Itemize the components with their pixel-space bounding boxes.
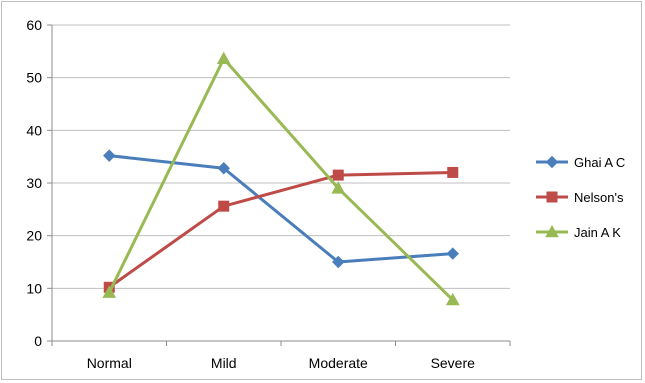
data-point-marker [447, 166, 459, 178]
y-tick-label: 50 [26, 70, 42, 86]
x-tick-label: Severe [431, 355, 476, 371]
data-point-marker [217, 162, 230, 175]
data-point-marker [332, 255, 345, 269]
data-point-marker [446, 247, 459, 260]
data-point-marker [331, 181, 346, 194]
y-tick-label: 30 [26, 175, 42, 191]
data-point-marker [445, 292, 460, 306]
legend-label: Ghai A C [574, 155, 625, 170]
y-tick-label: 20 [26, 228, 42, 244]
data-point-marker [332, 169, 344, 181]
x-tick-label: Moderate [309, 355, 368, 371]
y-tick-label: 60 [26, 17, 42, 33]
data-point-marker [218, 200, 230, 212]
x-tick-label: Normal [87, 355, 132, 371]
legend-swatch-marker [545, 155, 559, 169]
data-point-marker [103, 149, 116, 162]
legend-label: Jain A K [574, 225, 621, 240]
series-line [109, 154, 453, 264]
x-tick-label: Mild [211, 355, 237, 371]
series-line [107, 57, 454, 301]
legend-swatch-marker [546, 191, 558, 203]
data-point-marker [102, 285, 117, 298]
y-tick-label: 40 [26, 122, 42, 138]
legend-label: Nelson's [574, 190, 624, 205]
data-point-marker [216, 51, 231, 65]
series-line [108, 170, 453, 289]
y-tick-label: 10 [26, 280, 42, 296]
y-tick-label: 0 [34, 333, 42, 349]
legend-swatch-marker [545, 224, 559, 238]
